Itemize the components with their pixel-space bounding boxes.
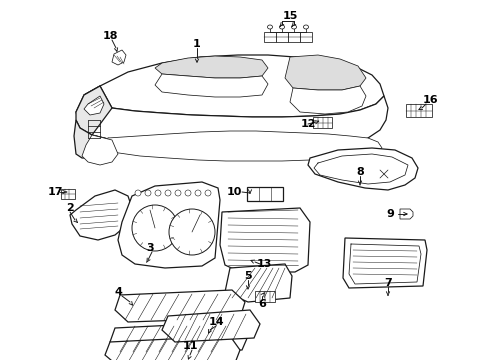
Polygon shape [343, 238, 427, 288]
Polygon shape [92, 131, 382, 161]
Text: 16: 16 [422, 95, 438, 105]
Text: 6: 6 [258, 299, 266, 309]
Polygon shape [276, 32, 288, 42]
Circle shape [155, 190, 161, 196]
Polygon shape [115, 290, 245, 322]
Text: 7: 7 [384, 278, 392, 288]
Text: 15: 15 [282, 11, 298, 21]
Text: 9: 9 [386, 209, 394, 219]
Ellipse shape [268, 25, 272, 29]
Circle shape [135, 190, 141, 196]
Text: 5: 5 [244, 271, 252, 281]
Polygon shape [76, 86, 112, 135]
Polygon shape [400, 209, 413, 219]
Polygon shape [84, 96, 104, 115]
Text: 2: 2 [66, 203, 74, 213]
Polygon shape [264, 32, 276, 42]
Circle shape [175, 190, 181, 196]
Text: 18: 18 [102, 31, 118, 41]
Polygon shape [105, 336, 240, 360]
Polygon shape [110, 322, 248, 354]
Polygon shape [290, 86, 366, 114]
Polygon shape [76, 86, 388, 152]
Polygon shape [74, 120, 112, 158]
Polygon shape [70, 190, 132, 240]
Polygon shape [118, 182, 220, 268]
Polygon shape [288, 32, 300, 42]
Ellipse shape [292, 25, 296, 29]
Circle shape [145, 190, 151, 196]
Text: 1: 1 [193, 39, 201, 49]
Polygon shape [225, 264, 292, 302]
Text: 11: 11 [182, 341, 198, 351]
Polygon shape [220, 208, 310, 272]
Text: 12: 12 [300, 119, 316, 129]
Polygon shape [313, 117, 332, 128]
Text: 17: 17 [47, 187, 63, 197]
Text: 14: 14 [208, 317, 224, 327]
Polygon shape [82, 135, 118, 165]
Polygon shape [247, 187, 283, 201]
Polygon shape [84, 55, 384, 117]
Polygon shape [61, 189, 75, 199]
Polygon shape [285, 55, 366, 90]
Polygon shape [112, 50, 126, 65]
Text: 13: 13 [256, 259, 271, 269]
Circle shape [169, 209, 215, 255]
Circle shape [205, 190, 211, 196]
Circle shape [132, 205, 178, 251]
Polygon shape [155, 74, 268, 97]
Polygon shape [108, 133, 252, 143]
Text: 3: 3 [146, 243, 154, 253]
Polygon shape [406, 104, 432, 117]
Text: 4: 4 [114, 287, 122, 297]
Ellipse shape [279, 25, 285, 29]
Circle shape [185, 190, 191, 196]
Polygon shape [308, 148, 418, 190]
Text: 8: 8 [356, 167, 364, 177]
Text: 10: 10 [226, 187, 242, 197]
Circle shape [195, 190, 201, 196]
Polygon shape [162, 310, 260, 342]
Polygon shape [300, 32, 312, 42]
Polygon shape [255, 291, 275, 302]
Circle shape [165, 190, 171, 196]
Polygon shape [155, 56, 268, 78]
Ellipse shape [303, 25, 309, 29]
